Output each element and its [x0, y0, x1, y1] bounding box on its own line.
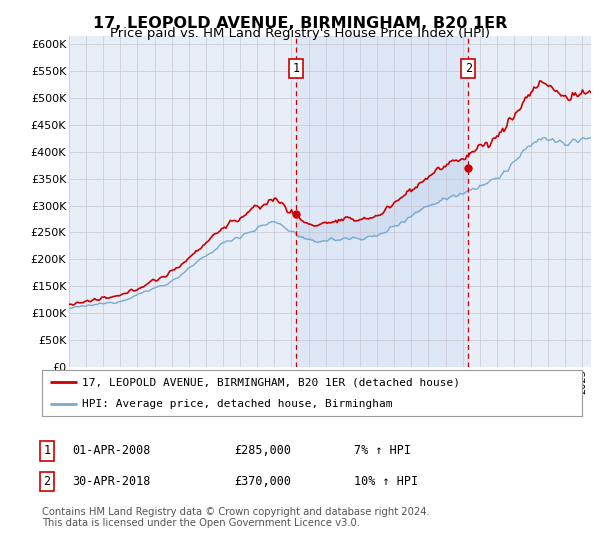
Text: 1: 1	[43, 444, 50, 458]
Bar	[296, 36, 468, 367]
Text: Price paid vs. HM Land Registry's House Price Index (HPI): Price paid vs. HM Land Registry's House …	[110, 27, 490, 40]
Text: HPI: Average price, detached house, Birmingham: HPI: Average price, detached house, Birm…	[83, 399, 393, 409]
Text: 01-APR-2008: 01-APR-2008	[72, 444, 151, 458]
Text: Contains HM Land Registry data © Crown copyright and database right 2024.
This d: Contains HM Land Registry data © Crown c…	[42, 507, 430, 529]
Text: 2: 2	[43, 475, 50, 488]
Text: 10% ↑ HPI: 10% ↑ HPI	[354, 475, 418, 488]
Text: £285,000: £285,000	[234, 444, 291, 458]
Text: 7% ↑ HPI: 7% ↑ HPI	[354, 444, 411, 458]
Text: 30-APR-2018: 30-APR-2018	[72, 475, 151, 488]
Text: 2: 2	[465, 62, 472, 75]
Text: 17, LEOPOLD AVENUE, BIRMINGHAM, B20 1ER: 17, LEOPOLD AVENUE, BIRMINGHAM, B20 1ER	[93, 16, 507, 31]
Text: £370,000: £370,000	[234, 475, 291, 488]
Text: 17, LEOPOLD AVENUE, BIRMINGHAM, B20 1ER (detached house): 17, LEOPOLD AVENUE, BIRMINGHAM, B20 1ER …	[83, 377, 461, 388]
Text: 1: 1	[292, 62, 299, 75]
